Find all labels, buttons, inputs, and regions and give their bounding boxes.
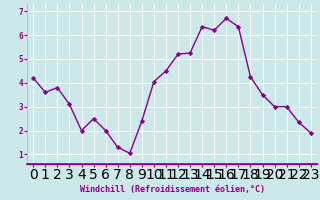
X-axis label: Windchill (Refroidissement éolien,°C): Windchill (Refroidissement éolien,°C) (79, 185, 265, 194)
